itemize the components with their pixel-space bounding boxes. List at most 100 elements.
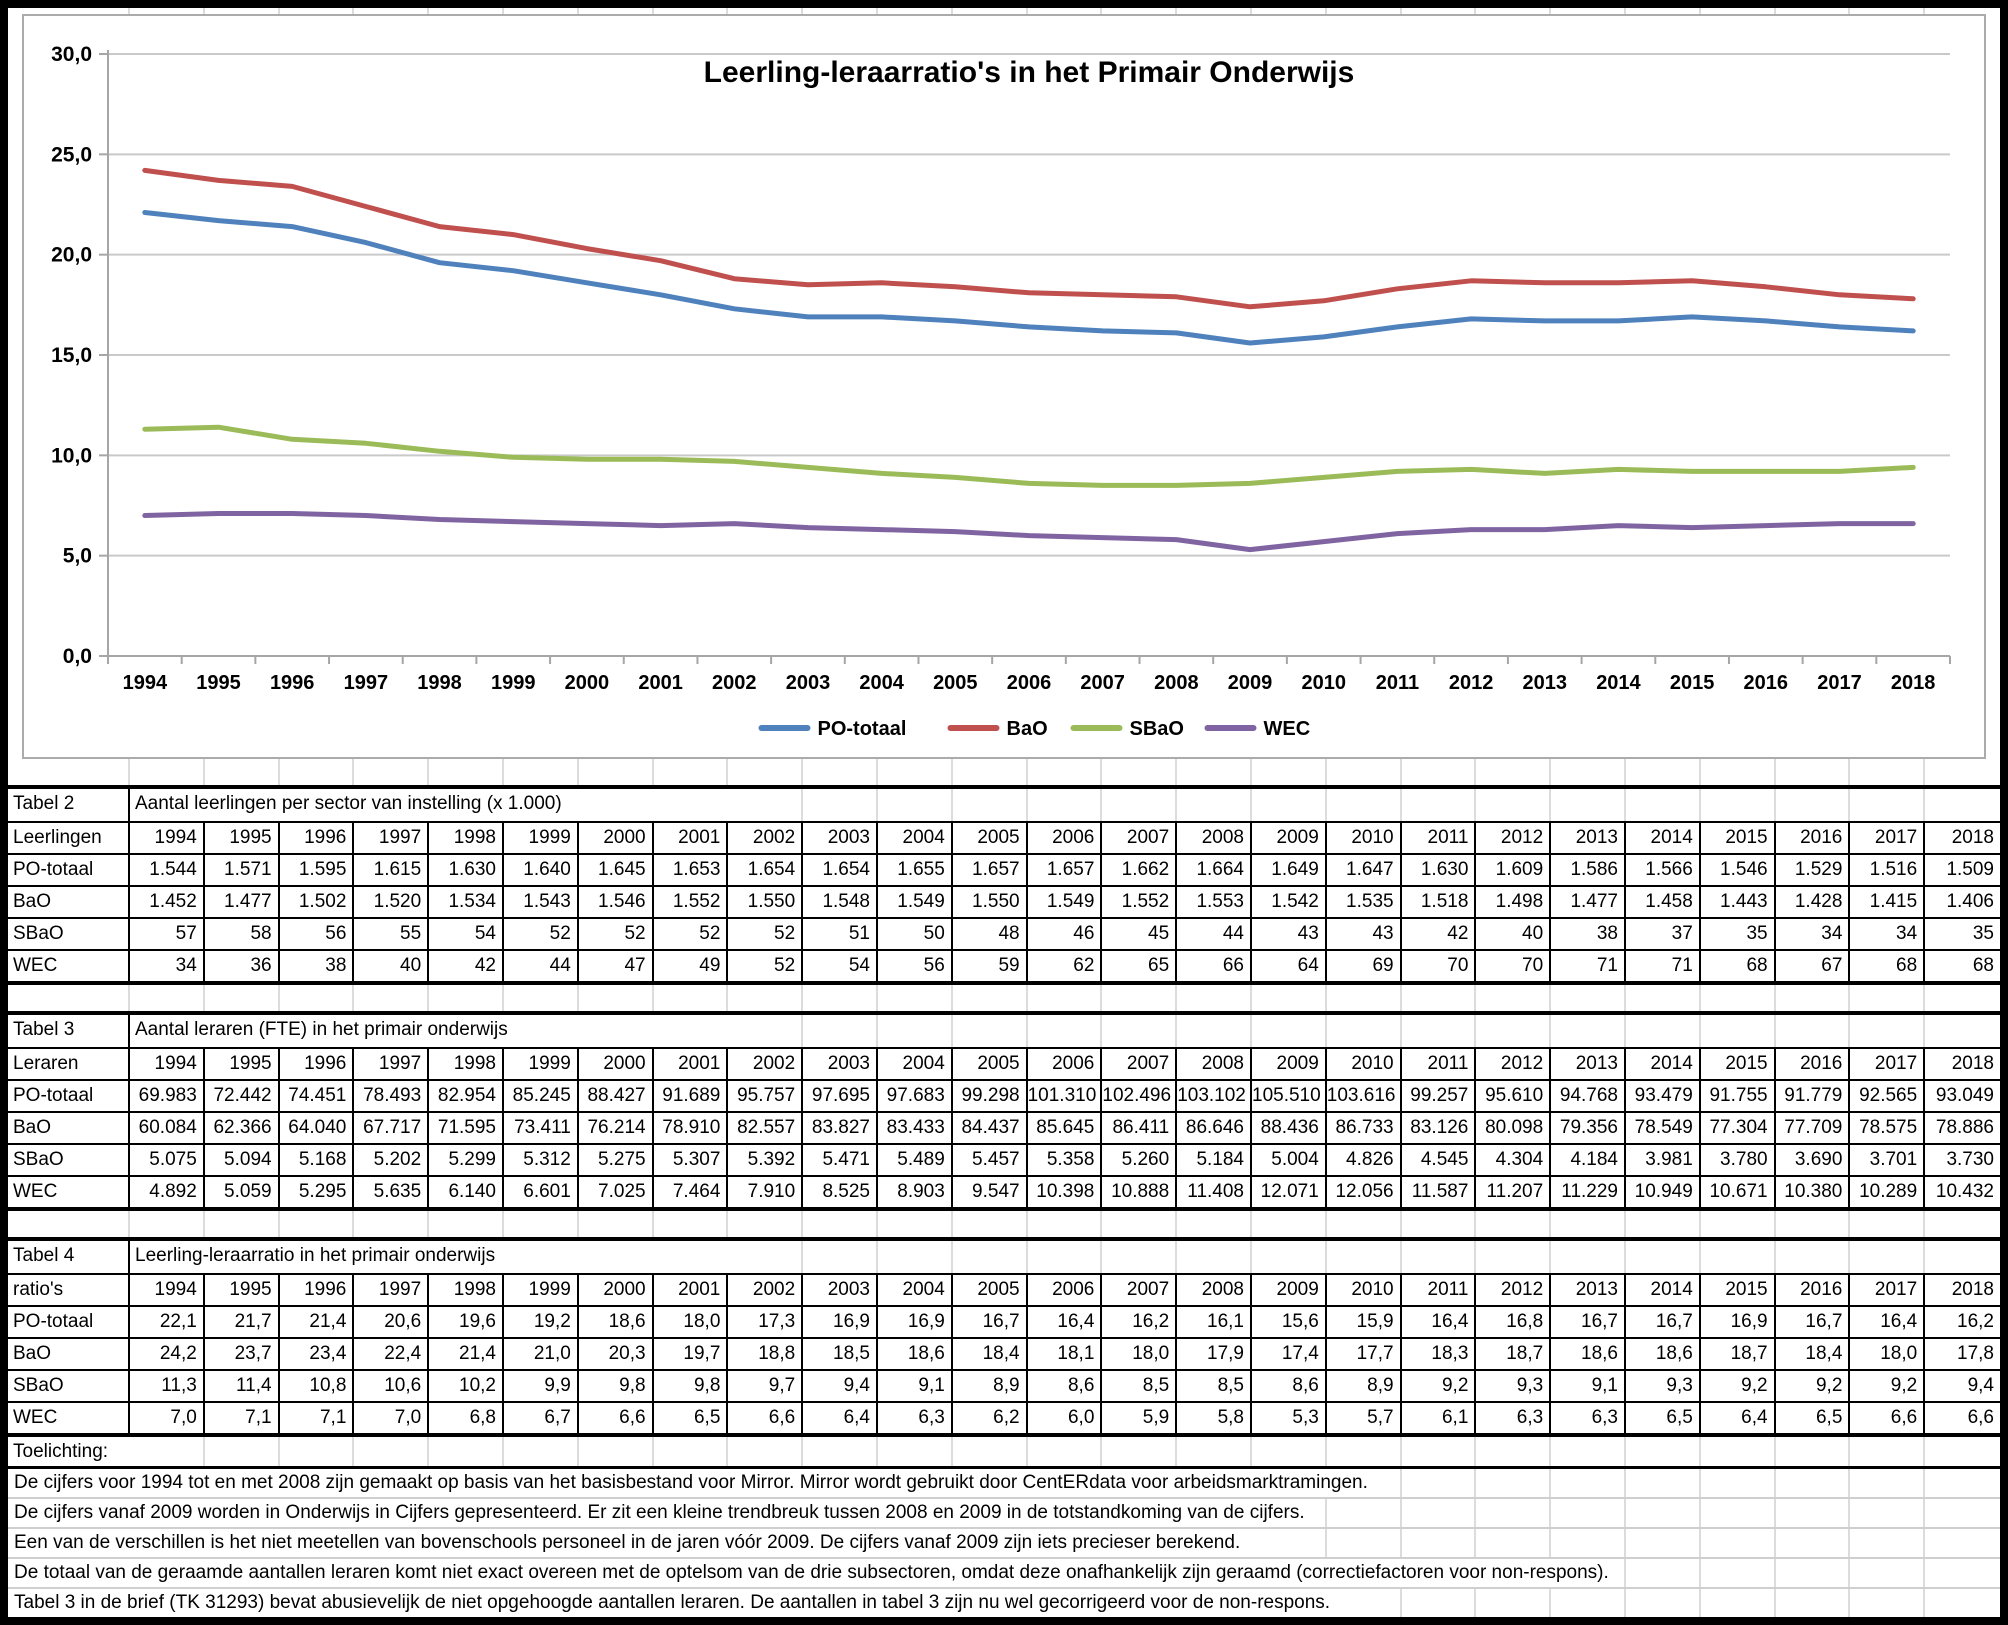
grid-cell (1252, 1211, 1327, 1237)
grid-cell (654, 985, 729, 1011)
grid-cell (205, 985, 280, 1011)
table-row: PO-totaal 22,1 21,7 21,4 20,6 19,6 19,2 18,6 18,… (8, 1305, 2000, 1337)
grid-cell (429, 8, 504, 14)
empty-cell (953, 1437, 1028, 1466)
note-row: Een van de verschillen is het niet meete… (8, 1529, 2000, 1559)
value-cell: 70 (1402, 951, 1477, 981)
grid-cell (1925, 1499, 2000, 1527)
value-cell: 70 (1476, 951, 1552, 981)
grid-cell (1476, 985, 1552, 1011)
empty-cell (1252, 1241, 1327, 1273)
empty-cell (1402, 789, 1477, 821)
grid-cell (1402, 1589, 1477, 1617)
value-cell: 40 (354, 951, 430, 981)
value-cell: 9,2 (1850, 1371, 1926, 1401)
value-cell: 4.545 (1402, 1145, 1477, 1175)
grid-cell (728, 759, 804, 785)
x-tick-label: 1995 (196, 672, 241, 694)
value-cell: 1.535 (1327, 887, 1402, 917)
grid-cell (1925, 1211, 2000, 1237)
empty-cell (1776, 789, 1851, 821)
value-cell: 1.452 (130, 887, 205, 917)
value-cell: 4.892 (130, 1177, 205, 1207)
table-row: SBaO 57 58 56 55 54 52 52 52 52 51 50 48 46 45 44 43 43 42… (8, 917, 2000, 949)
grid-cell (1701, 8, 1776, 14)
year-cell: 2004 (878, 823, 953, 853)
value-cell: 10.398 (1028, 1177, 1103, 1207)
value-cell: 68 (1972, 955, 1994, 976)
value-cell: 47 (579, 951, 654, 981)
value-cell: 1.566 (1626, 855, 1701, 885)
value-cell: 71 (1551, 951, 1626, 981)
value-cell: 8,5 (1177, 1371, 1252, 1401)
value-cell: 1.654 (803, 855, 878, 885)
value-cell: 10.949 (1626, 1177, 1701, 1207)
value-cell: 1.428 (1776, 887, 1851, 917)
grid-cell (1850, 8, 1926, 14)
empty-cell (1102, 1437, 1178, 1466)
table-title: Aantal leraren (FTE) in het primair onde… (130, 1015, 804, 1047)
value-cell: 1.543 (504, 887, 579, 917)
grid-cell (953, 759, 1028, 785)
table-row: BaO 60.084 62.366 64.040 67.717 71.595 73.411 7… (8, 1111, 2000, 1143)
value-cell: 44 (1177, 919, 1252, 949)
empty-cell (429, 1437, 504, 1466)
empty-cell (1327, 1015, 1402, 1047)
grid-cell (1327, 1589, 1402, 1617)
grid-cell (205, 8, 280, 14)
value-cell: 5.184 (1177, 1145, 1252, 1175)
year-cell: 2007 (1102, 1049, 1178, 1079)
value-cell: 5,9 (1102, 1403, 1178, 1433)
line-chart: 0,0 5,0 10,0 15,0 20,0 25,0 30,0 1994 1995 1996 19… (22, 14, 1986, 759)
value-cell: 7.910 (728, 1177, 804, 1207)
value-cell: 17,9 (1177, 1339, 1252, 1369)
value-cell: 11.587 (1402, 1177, 1477, 1207)
empty-cell (1252, 789, 1327, 821)
row-label: WEC (8, 951, 130, 981)
year-cell: 2005 (953, 823, 1028, 853)
empty-cell (1626, 1015, 1701, 1047)
year-cell: 2002 (728, 823, 804, 853)
value-cell: 19,6 (429, 1307, 504, 1337)
grid-cell (728, 8, 804, 14)
value-cell: 10,6 (354, 1371, 430, 1401)
empty-cell (1850, 1437, 1926, 1466)
grid-cell (878, 1211, 953, 1237)
grid-cell (280, 759, 355, 785)
value-cell: 6,1 (1402, 1403, 1477, 1433)
empty-cell (1701, 1437, 1776, 1466)
empty-cell (1102, 1241, 1178, 1273)
value-cell: 22,4 (354, 1339, 430, 1369)
empty-cell (803, 1437, 878, 1466)
empty-cell (728, 1437, 804, 1466)
spreadsheet-gridline-sliver (8, 8, 2000, 14)
chart-canvas: 0,0 5,0 10,0 15,0 20,0 25,0 30,0 1994 1995 1996 19… (51, 43, 1951, 740)
note-text: De totaal van de geraamde aantallen lera… (12, 1559, 1621, 1587)
value-cell: 6,3 (1476, 1403, 1552, 1433)
x-tick-label: 2014 (1596, 672, 1641, 694)
value-cell: 42 (429, 951, 504, 981)
value-cell: 9,2 (1402, 1371, 1477, 1401)
value-cell: 91.689 (654, 1081, 729, 1111)
value-cell: 84.437 (953, 1113, 1028, 1143)
grid-cell (1476, 1499, 1552, 1527)
value-cell: 93.479 (1626, 1081, 1701, 1111)
value-cell: 102.496 (1102, 1081, 1178, 1111)
value-cell: 1.544 (130, 855, 205, 885)
value-cell: 1.534 (429, 887, 504, 917)
value-cell: 101.310 (1028, 1081, 1103, 1111)
empty-cell (1327, 1437, 1402, 1466)
value-cell: 56 (878, 951, 953, 981)
value-cell: 1.649 (1252, 855, 1327, 885)
grid-cell (1402, 1499, 1477, 1527)
value-cell: 35 (1701, 919, 1776, 949)
value-cell: 1.657 (953, 855, 1028, 885)
value-cell: 9,1 (1551, 1371, 1626, 1401)
empty-cell (803, 1241, 878, 1273)
value-cell: 10.432 (1935, 1181, 1994, 1202)
empty-cell (1925, 1437, 2000, 1466)
year-cell: 2013 (1551, 1049, 1626, 1079)
value-cell: 5.299 (429, 1145, 504, 1175)
value-cell: 6,4 (803, 1403, 878, 1433)
year-cell: 2010 (1327, 1275, 1402, 1305)
